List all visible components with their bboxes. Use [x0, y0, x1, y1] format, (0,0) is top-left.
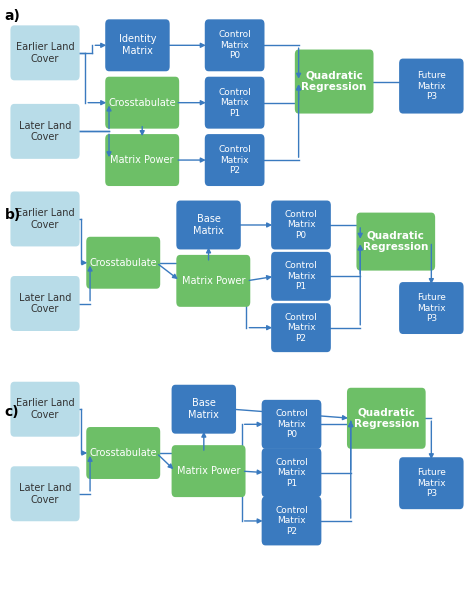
Text: Quadratic
Regression: Quadratic Regression	[301, 71, 367, 92]
FancyBboxPatch shape	[10, 25, 80, 80]
FancyBboxPatch shape	[105, 77, 179, 129]
FancyBboxPatch shape	[105, 19, 170, 71]
Text: Future
Matrix
P3: Future Matrix P3	[417, 468, 446, 498]
FancyBboxPatch shape	[271, 252, 331, 301]
FancyBboxPatch shape	[399, 457, 464, 509]
FancyBboxPatch shape	[10, 104, 80, 159]
FancyBboxPatch shape	[105, 134, 179, 186]
Text: Base
Matrix: Base Matrix	[193, 214, 224, 236]
FancyBboxPatch shape	[205, 134, 264, 186]
Text: Later Land
Cover: Later Land Cover	[19, 121, 71, 142]
FancyBboxPatch shape	[347, 388, 426, 449]
Text: Crosstabulate: Crosstabulate	[90, 448, 157, 458]
FancyBboxPatch shape	[10, 466, 80, 521]
FancyBboxPatch shape	[271, 303, 331, 352]
FancyBboxPatch shape	[399, 282, 464, 334]
Text: Later Land
Cover: Later Land Cover	[19, 293, 71, 314]
FancyBboxPatch shape	[176, 201, 241, 249]
Text: Quadratic
Regression: Quadratic Regression	[363, 231, 428, 252]
FancyBboxPatch shape	[172, 385, 236, 434]
Text: b): b)	[5, 208, 21, 222]
Text: Quadratic
Regression: Quadratic Regression	[354, 408, 419, 429]
Text: Earlier Land
Cover: Earlier Land Cover	[16, 399, 74, 420]
Text: Earlier Land
Cover: Earlier Land Cover	[16, 42, 74, 63]
FancyBboxPatch shape	[172, 445, 246, 497]
FancyBboxPatch shape	[262, 400, 321, 449]
Text: Earlier Land
Cover: Earlier Land Cover	[16, 208, 74, 230]
FancyBboxPatch shape	[295, 50, 374, 114]
Text: Control
Matrix
P2: Control Matrix P2	[218, 145, 251, 175]
Text: Crosstabulate: Crosstabulate	[90, 258, 157, 268]
FancyBboxPatch shape	[10, 191, 80, 246]
Text: Matrix Power: Matrix Power	[182, 276, 245, 286]
Text: Crosstabulate: Crosstabulate	[109, 98, 176, 108]
FancyBboxPatch shape	[356, 213, 435, 271]
Text: Control
Matrix
P2: Control Matrix P2	[284, 313, 318, 342]
Text: a): a)	[5, 9, 20, 23]
FancyBboxPatch shape	[86, 427, 160, 479]
FancyBboxPatch shape	[205, 19, 264, 71]
Text: Control
Matrix
P2: Control Matrix P2	[275, 506, 308, 536]
FancyBboxPatch shape	[10, 382, 80, 437]
Text: c): c)	[5, 405, 19, 419]
Text: Control
Matrix
P1: Control Matrix P1	[284, 262, 318, 291]
FancyBboxPatch shape	[262, 448, 321, 497]
Text: Control
Matrix
P0: Control Matrix P0	[218, 30, 251, 60]
Text: Future
Matrix
P3: Future Matrix P3	[417, 293, 446, 323]
FancyBboxPatch shape	[176, 255, 250, 307]
FancyBboxPatch shape	[262, 496, 321, 545]
Text: Control
Matrix
P0: Control Matrix P0	[275, 410, 308, 439]
Text: Future
Matrix
P3: Future Matrix P3	[417, 71, 446, 101]
Text: Control
Matrix
P1: Control Matrix P1	[218, 88, 251, 118]
Text: Identity
Matrix: Identity Matrix	[118, 34, 156, 56]
Text: Matrix Power: Matrix Power	[110, 155, 174, 165]
FancyBboxPatch shape	[86, 237, 160, 289]
Text: Control
Matrix
P1: Control Matrix P1	[275, 458, 308, 487]
FancyBboxPatch shape	[205, 77, 264, 129]
Text: Base
Matrix: Base Matrix	[188, 399, 219, 420]
Text: Control
Matrix
P0: Control Matrix P0	[284, 210, 318, 240]
FancyBboxPatch shape	[10, 276, 80, 331]
Text: Later Land
Cover: Later Land Cover	[19, 483, 71, 504]
FancyBboxPatch shape	[399, 59, 464, 114]
Text: Matrix Power: Matrix Power	[177, 466, 240, 476]
FancyBboxPatch shape	[271, 201, 331, 249]
